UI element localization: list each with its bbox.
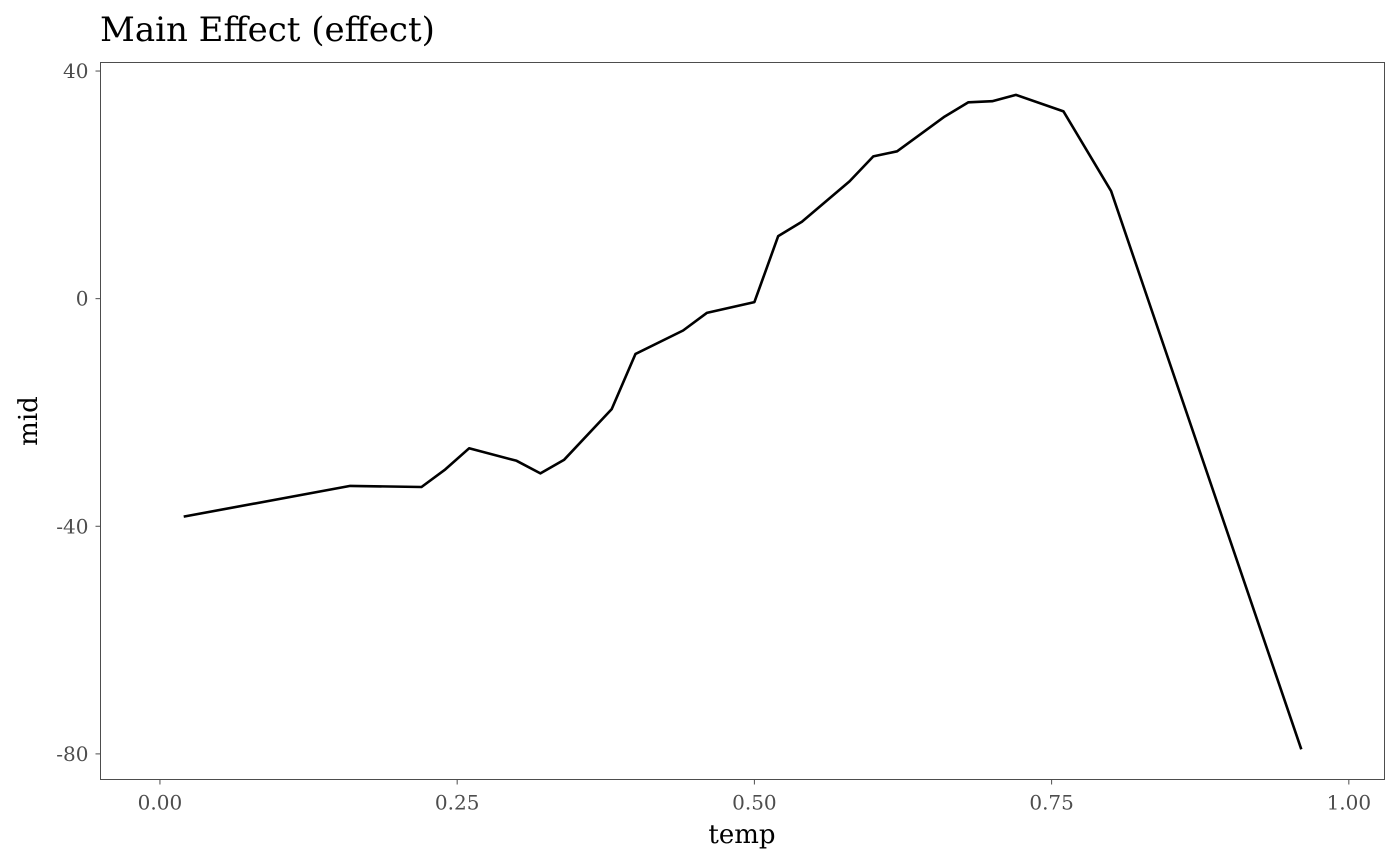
x-tick-label: 0.00 [138, 791, 183, 815]
x-tick-label: 0.50 [732, 791, 777, 815]
x-axis-title: temp [708, 820, 775, 850]
y-axis-title: mid [14, 396, 44, 446]
x-axis: 0.00 0.25 0.50 0.75 1.00 [138, 779, 1372, 815]
y-tick-label: 0 [76, 287, 89, 311]
y-tick-label: -40 [56, 514, 88, 538]
y-tick-label: -80 [56, 742, 88, 766]
x-tick-label: 0.75 [1029, 791, 1074, 815]
x-tick-label: 1.00 [1327, 791, 1372, 815]
y-tick-label: 40 [63, 59, 88, 83]
chart-title: Main Effect (effect) [100, 10, 435, 50]
plot-panel [100, 62, 1385, 780]
x-tick-label: 0.25 [435, 791, 480, 815]
y-axis: 40 0 -40 -80 [56, 59, 101, 766]
effect-line [183, 93, 1303, 750]
